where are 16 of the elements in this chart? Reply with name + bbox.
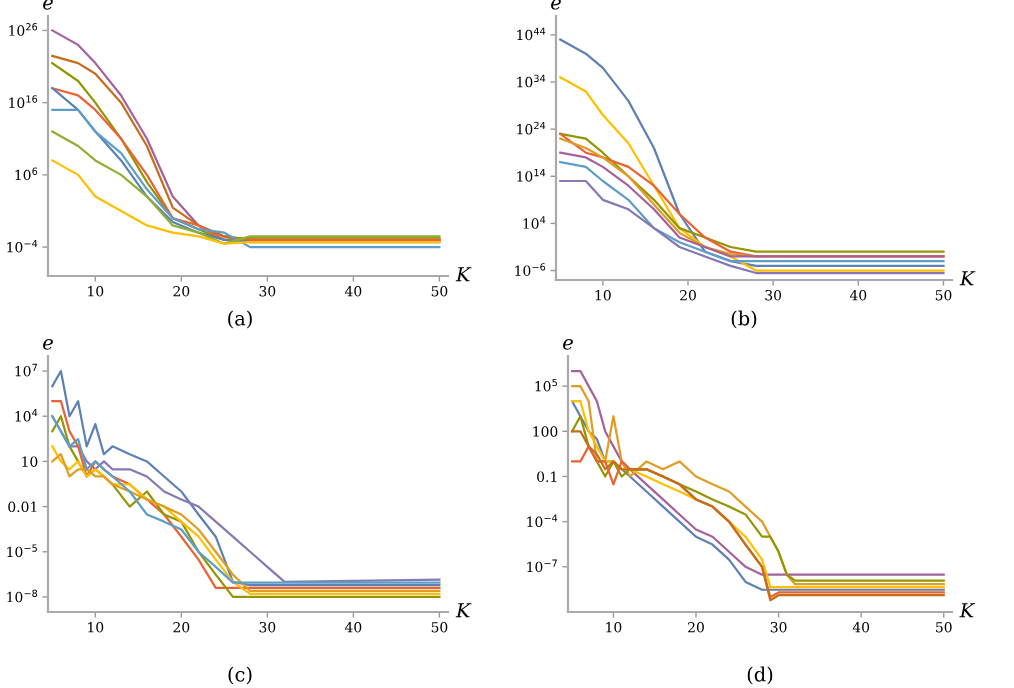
text: (d) — [747, 666, 773, 685]
y-axis-title: e — [563, 339, 573, 350]
x-axis-title: K — [959, 271, 976, 286]
x-axis-title: K — [455, 603, 472, 618]
text: (c) — [228, 666, 252, 685]
line-series — [51, 159, 441, 245]
line-series — [559, 179, 945, 275]
y-axis-title: e — [43, 339, 53, 350]
line-series — [51, 130, 441, 245]
line-series — [559, 38, 945, 267]
x-axis-title: K — [455, 267, 472, 282]
text: (a) — [228, 310, 252, 329]
x-axis-title: K — [959, 603, 976, 618]
line-series — [51, 108, 441, 249]
text: (b) — [731, 310, 757, 329]
line-series — [559, 76, 945, 272]
